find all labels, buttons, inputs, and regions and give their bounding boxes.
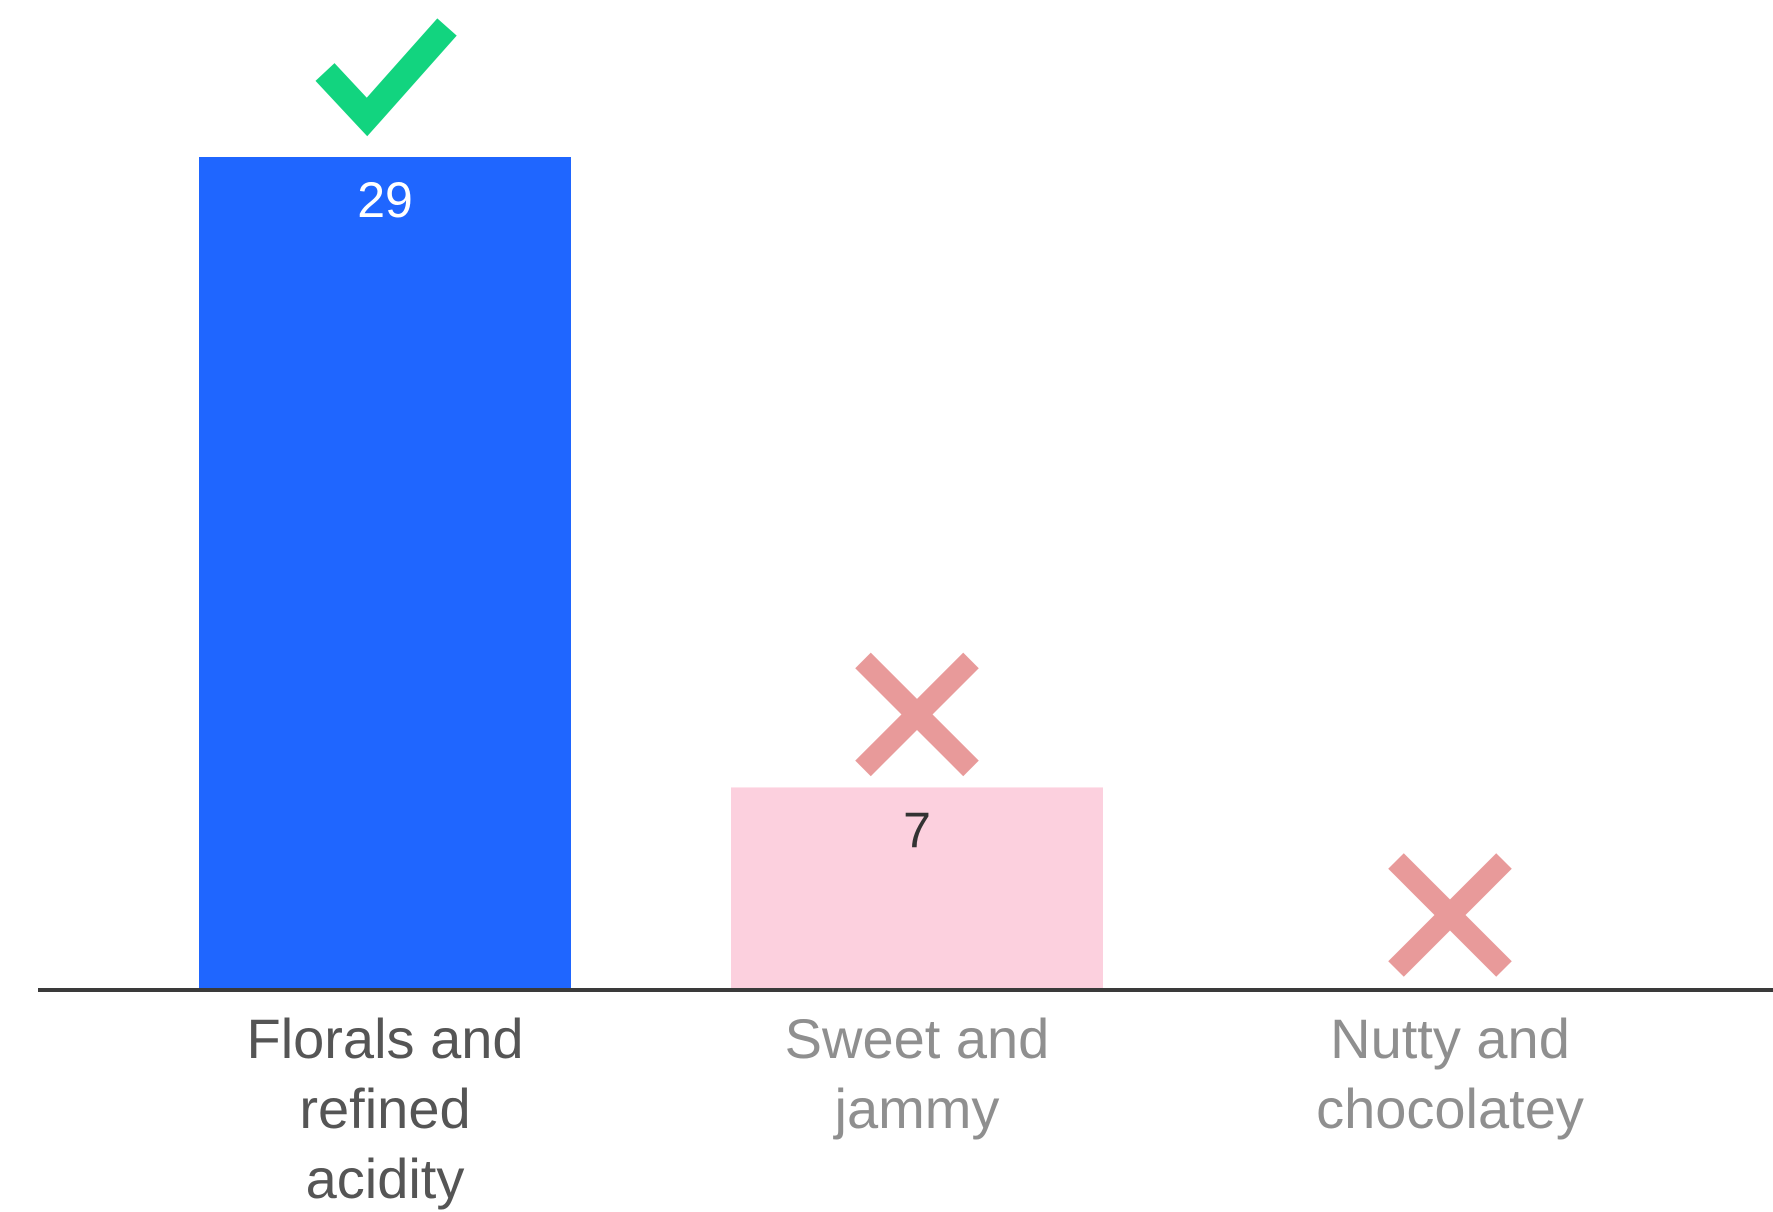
cross-stroke-b <box>855 652 979 777</box>
cross-icon <box>1388 853 1512 977</box>
value-label-2: 7 <box>903 802 931 858</box>
category-labels: Florals and refined acidity Sweet and jammy N… <box>246 1007 1583 1210</box>
cross-stroke-b <box>1388 853 1512 977</box>
category-label-1-line-3: acidity <box>306 1147 465 1210</box>
category-label-2-line-1: Sweet and <box>785 1007 1050 1070</box>
bar-2 <box>731 787 1103 988</box>
markers <box>315 18 1512 977</box>
category-label-2-line-2: jammy <box>833 1077 1000 1140</box>
value-label-1: 29 <box>357 172 413 228</box>
cross-icon <box>855 652 979 777</box>
bar-1 <box>199 157 571 988</box>
category-label-1-line-1: Florals and <box>246 1007 523 1070</box>
bars: 29 7 <box>199 157 1103 988</box>
category-label-3-line-2: chocolatey <box>1316 1077 1584 1140</box>
check-icon <box>315 18 457 137</box>
category-label-3-line-1: Nutty and <box>1330 1007 1570 1070</box>
category-label-1-line-2: refined <box>299 1077 470 1140</box>
